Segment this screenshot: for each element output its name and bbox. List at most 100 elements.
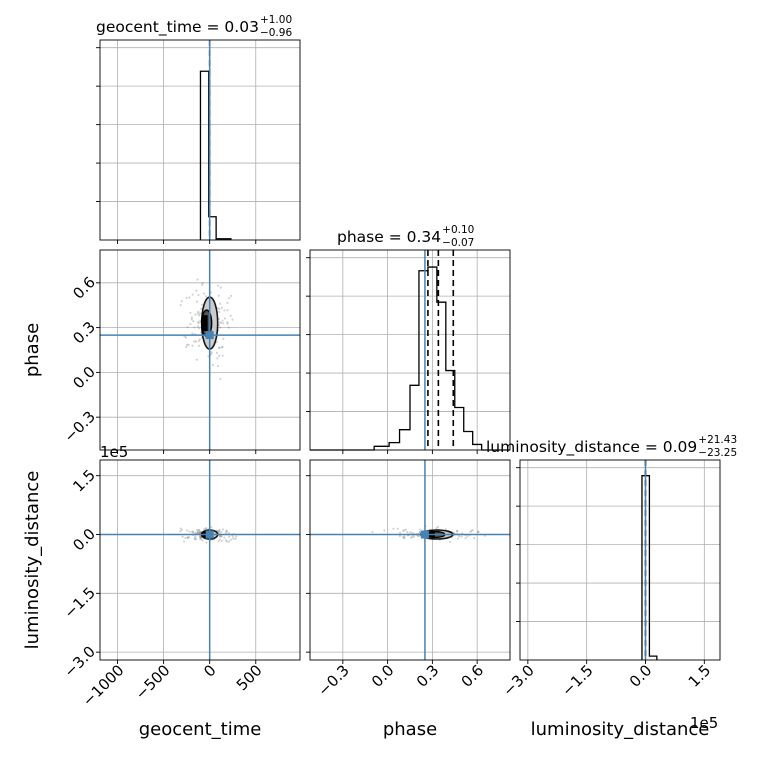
- sample-point: [198, 312, 201, 315]
- sample-point: [411, 535, 414, 539]
- sample-point: [383, 529, 386, 532]
- histogram-luminosity_distance: [641, 475, 658, 660]
- sample-point: [193, 537, 196, 541]
- sample-point: [220, 346, 223, 349]
- contour-core: [201, 315, 208, 332]
- sample-point: [217, 317, 221, 321]
- title-phase: phase = 0.34: [337, 228, 441, 246]
- sample-point: [223, 536, 226, 539]
- sample-point: [230, 294, 233, 297]
- panel-background: [310, 460, 510, 660]
- truth-marker: [205, 331, 214, 340]
- sample-point: [220, 535, 223, 538]
- truth-marker: [420, 530, 429, 539]
- sample-point: [185, 296, 188, 300]
- panel-frame: [99, 249, 301, 451]
- sample-point: [227, 531, 230, 535]
- sample-point: [216, 364, 220, 368]
- sample-point: [402, 536, 405, 539]
- truth-marker: [205, 530, 214, 539]
- y-offset-label: 1e5: [100, 443, 128, 461]
- sample-point: [194, 313, 197, 316]
- sample-point: [398, 534, 401, 538]
- sample-point: [219, 286, 222, 289]
- sample-point: [436, 525, 440, 528]
- panel-phase-vs-phase: [306, 249, 511, 454]
- x-tick-label: −0.3: [314, 661, 352, 699]
- x-tick-label: 0.0: [368, 661, 398, 691]
- sample-point: [192, 320, 195, 323]
- sample-point: [198, 530, 201, 533]
- sample-point: [188, 296, 191, 299]
- y-axis-label-luminosity-distance: luminosity_distance: [22, 471, 43, 650]
- sample-point: [220, 306, 223, 309]
- sample-point: [179, 527, 182, 530]
- sample-point: [225, 530, 229, 533]
- y-tick-label: 0.6: [69, 273, 99, 303]
- y-tick-label: −0.3: [61, 407, 99, 445]
- histogram-phase: [310, 266, 510, 451]
- sample-point: [227, 326, 230, 329]
- y-tick-label: −1.5: [61, 584, 99, 622]
- x-axis-label-luminosity-distance: luminosity_distance: [531, 719, 710, 740]
- sample-point: [225, 540, 228, 543]
- sample-point: [200, 283, 204, 286]
- x-tick-label: 1.5: [685, 661, 715, 691]
- x-axis-label-geocent-time: geocent_time: [139, 719, 262, 740]
- sample-point: [222, 322, 225, 325]
- sample-point: [189, 311, 192, 314]
- panel-luminosity_distance-vs-phase: [306, 459, 511, 664]
- sample-point: [217, 294, 220, 297]
- sample-point: [194, 535, 197, 538]
- y-tick-label: −3.0: [61, 642, 99, 680]
- sample-point: [198, 535, 201, 538]
- sample-point: [219, 302, 222, 305]
- sample-point: [197, 339, 200, 343]
- sample-point: [184, 336, 188, 339]
- y-tick-label: 1.5: [69, 466, 99, 496]
- sample-point: [185, 345, 188, 349]
- sample-point: [180, 300, 183, 303]
- sample-point: [194, 531, 197, 535]
- sample-point: [228, 535, 231, 538]
- sample-point: [470, 529, 473, 532]
- sample-point: [404, 528, 407, 531]
- sample-point: [196, 312, 199, 315]
- sample-point: [193, 340, 196, 343]
- title-luminosity_distance: luminosity_distance = 0.09: [486, 438, 697, 457]
- sample-point: [198, 338, 201, 341]
- sample-point: [226, 321, 229, 324]
- sample-point: [194, 340, 198, 343]
- sample-point: [419, 531, 422, 534]
- x-tick-label: 0: [200, 661, 219, 680]
- sample-point: [226, 301, 229, 305]
- sample-point: [215, 351, 218, 354]
- panel-background: [100, 460, 300, 660]
- sample-point: [195, 528, 199, 532]
- y-axis-label-phase: phase: [22, 323, 43, 377]
- sample-point: [186, 536, 189, 539]
- y-tick-label: 0.0: [69, 525, 99, 555]
- sample-point: [197, 321, 200, 325]
- sample-point: [188, 530, 191, 533]
- sample-point: [198, 529, 201, 532]
- sample-point: [221, 319, 224, 322]
- sample-point: [218, 538, 221, 541]
- sample-point: [196, 530, 199, 533]
- sample-point: [186, 326, 189, 329]
- sample-point: [200, 537, 203, 540]
- sample-point: [477, 530, 480, 534]
- sample-point: [392, 527, 395, 530]
- sample-point: [456, 537, 460, 540]
- panel-phase-vs-geocent_time: [96, 249, 301, 454]
- sample-point: [197, 293, 200, 297]
- sample-point: [218, 534, 222, 538]
- title-upper-error: +1.00: [260, 14, 292, 26]
- sample-point: [186, 529, 189, 532]
- sample-point: [219, 535, 222, 538]
- sample-point: [403, 529, 406, 532]
- sample-point: [191, 332, 194, 335]
- panel-background: [520, 460, 720, 660]
- sample-point: [196, 531, 199, 534]
- x-tick-label: −500: [132, 661, 174, 703]
